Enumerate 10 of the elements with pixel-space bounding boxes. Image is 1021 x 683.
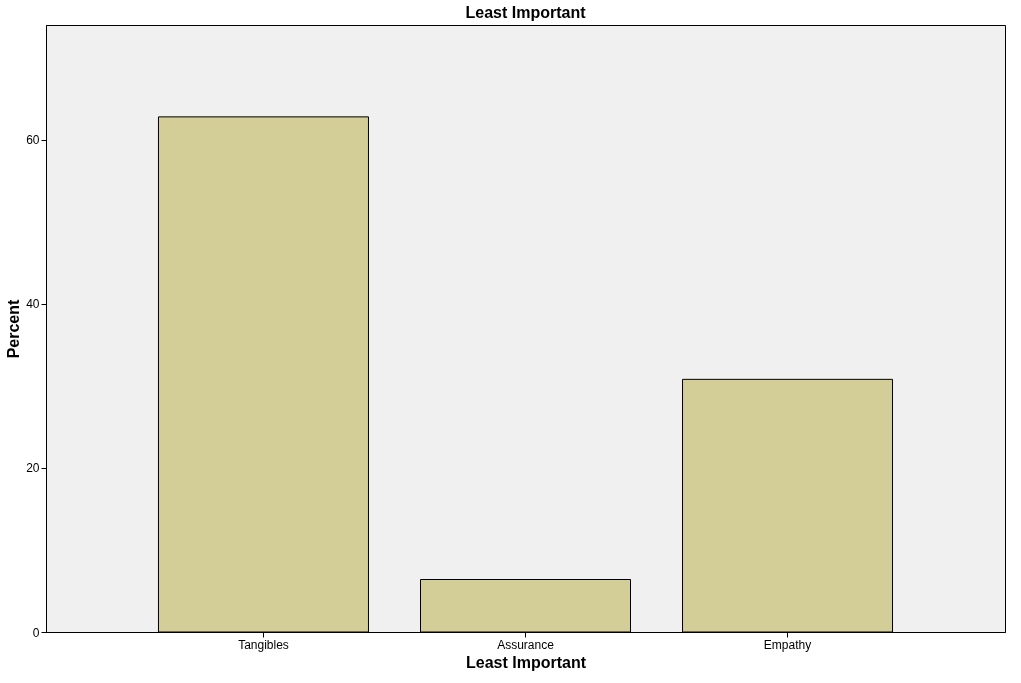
y-tick-label: 60 [26,133,40,148]
x-axis-title: Least Important [465,653,587,671]
y-tick-label: 0 [32,625,40,640]
x-tick-label: Assurance [497,637,555,652]
x-tick-label: Tangibles [238,637,289,652]
x-tick-label: Empathy [763,637,812,652]
y-axis-title: Percent [5,298,23,359]
y-tick-label: 20 [26,461,40,476]
chart-title: Least Important [465,4,587,21]
y-tick-label: 40 [26,297,40,312]
